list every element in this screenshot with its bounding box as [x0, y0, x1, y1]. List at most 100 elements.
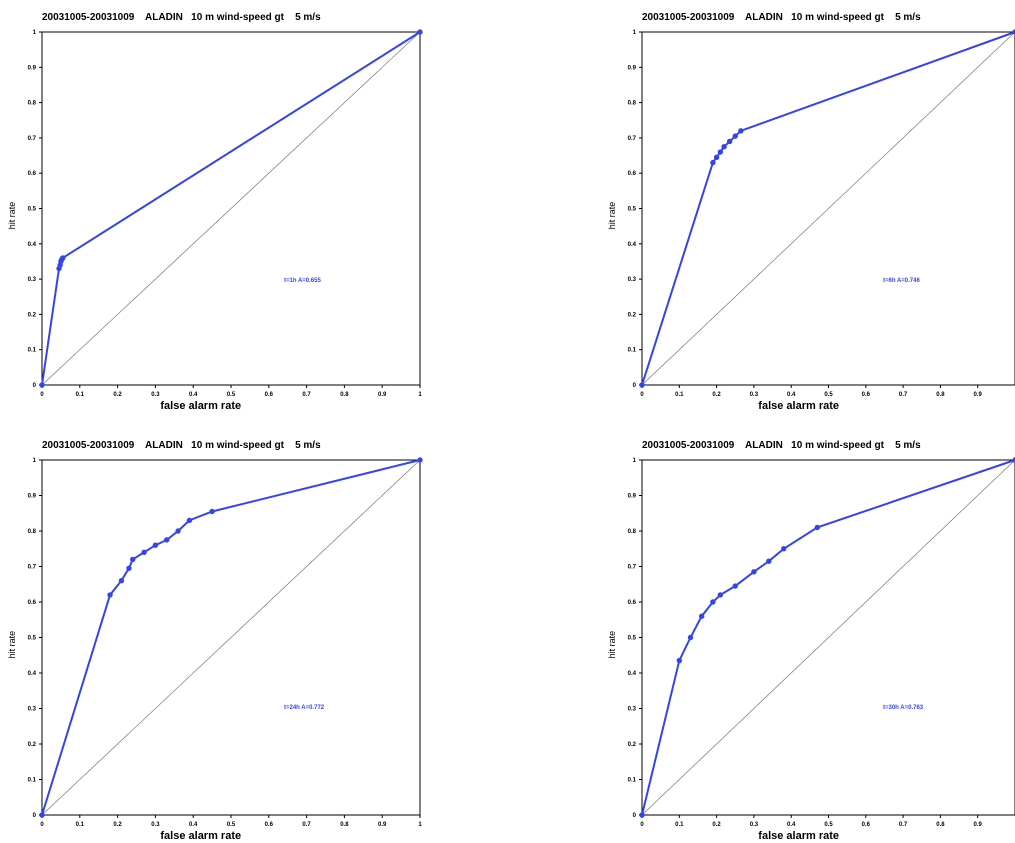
x-tick-label: 0.8: [936, 822, 945, 828]
roc-panel-1: 20031005-20031009 ALADIN 10 m wind-speed…: [0, 0, 430, 420]
roc-point: [107, 592, 113, 598]
x-axis-label: false alarm rate: [160, 400, 241, 412]
x-tick-label: 0.6: [862, 822, 871, 828]
chart-title: 20031005-20031009 ALADIN 10 m wind-speed…: [642, 12, 921, 23]
y-tick-label: 0: [33, 813, 37, 819]
y-tick-label: 0.4: [28, 671, 37, 677]
y-tick-label: 0.4: [628, 671, 637, 677]
x-tick-label: 0.1: [76, 822, 85, 828]
y-tick-label: 0.3: [628, 707, 637, 713]
x-tick-label: 0.2: [712, 822, 721, 828]
y-tick-label: 0.7: [628, 136, 637, 142]
y-axis-label: hit rate: [7, 631, 17, 659]
x-axis-label: false alarm rate: [160, 830, 241, 842]
roc-panel-4: 20031005-20031009 ALADIN 10 m wind-speed…: [600, 428, 1015, 843]
y-tick-label: 0.2: [628, 312, 637, 318]
roc-point: [698, 613, 705, 619]
y-tick-label: 0.1: [28, 348, 37, 354]
roc-point: [164, 537, 170, 543]
y-tick-label: 0.4: [628, 242, 637, 248]
y-tick-label: 0.4: [28, 242, 37, 248]
y-tick-label: 0.5: [628, 207, 637, 213]
roc-point: [710, 599, 716, 605]
roc-point: [721, 144, 727, 150]
roc-point: [732, 133, 738, 139]
x-tick-label: 0.8: [340, 392, 349, 398]
x-tick-label: 0.2: [712, 392, 721, 398]
roc-chart-2: 20031005-20031009 ALADIN 10 m wind-speed…: [607, 12, 1015, 412]
roc-curve-line: [41, 459, 421, 816]
roc-point: [417, 29, 423, 35]
area-annotation: t=6h A=0.746: [883, 278, 920, 284]
y-tick-label: 0.5: [28, 636, 37, 642]
x-tick-label: 0.8: [340, 822, 349, 828]
y-tick-label: 0.1: [628, 778, 637, 784]
y-tick-label: 0.5: [28, 207, 37, 213]
y-tick-label: 0.2: [28, 742, 37, 748]
diagonal-reference-line: [41, 31, 421, 386]
x-tick-label: 0.1: [675, 822, 684, 828]
y-tick-label: 0.7: [628, 565, 637, 571]
area-annotation: t=24h A=0.772: [284, 705, 325, 711]
x-tick-label: 0.5: [227, 822, 236, 828]
chart-title: 20031005-20031009 ALADIN 10 m wind-speed…: [42, 440, 321, 451]
x-tick-label: 0.1: [76, 392, 85, 398]
y-tick-label: 0.8: [628, 529, 637, 535]
roc-point: [676, 657, 683, 664]
roc-point: [687, 634, 694, 641]
y-tick-label: 0.6: [28, 600, 37, 606]
x-tick-label: 0.2: [113, 822, 122, 828]
roc-chart-1: 20031005-20031009 ALADIN 10 m wind-speed…: [7, 12, 423, 412]
area-annotation: t=1h A=0.655: [284, 278, 321, 284]
roc-chart-4: 20031005-20031009 ALADIN 10 m wind-speed…: [607, 440, 1015, 842]
y-tick-label: 1: [33, 458, 37, 464]
roc-point: [60, 255, 66, 261]
roc-point: [781, 546, 787, 552]
roc-point: [209, 508, 215, 515]
y-tick-label: 0.3: [28, 277, 37, 283]
x-tick-label: 0.7: [899, 392, 908, 398]
roc-point: [175, 528, 181, 534]
y-tick-label: 0: [633, 383, 637, 389]
roc-point: [738, 128, 744, 134]
roc-point: [39, 812, 45, 818]
x-tick-label: 0.4: [189, 392, 198, 398]
roc-point: [766, 558, 772, 564]
x-tick-label: 0.3: [151, 392, 160, 398]
y-tick-label: 0.6: [628, 600, 637, 606]
y-tick-label: 0.6: [628, 171, 637, 177]
y-tick-label: 0.2: [628, 742, 637, 748]
x-tick-label: 1: [418, 822, 422, 828]
y-tick-label: 0.3: [28, 707, 37, 713]
x-tick-label: 0.9: [974, 822, 983, 828]
y-tick-label: 0: [633, 813, 637, 819]
x-tick-label: 0.3: [750, 392, 759, 398]
x-tick-label: 0.5: [824, 822, 833, 828]
roc-point: [186, 517, 193, 524]
x-tick-label: 0.3: [750, 822, 759, 828]
x-tick-label: 0.4: [787, 392, 796, 398]
roc-point: [39, 382, 45, 388]
y-tick-label: 0.5: [628, 636, 637, 642]
y-tick-label: 0.9: [628, 494, 637, 500]
area-annotation: t=30h A=0.763: [883, 705, 924, 711]
x-tick-label: 0: [640, 392, 644, 398]
x-tick-label: 0: [40, 392, 44, 398]
roc-point: [713, 154, 720, 161]
y-tick-label: 0.7: [28, 565, 37, 571]
roc-point: [126, 565, 132, 571]
roc-point: [717, 592, 724, 598]
y-tick-label: 0: [33, 383, 37, 389]
x-tick-label: 0.7: [302, 392, 311, 398]
y-tick-label: 1: [633, 458, 637, 464]
y-tick-label: 0.3: [628, 277, 637, 283]
x-tick-label: 0.7: [302, 822, 311, 828]
roc-panel-2: 20031005-20031009 ALADIN 10 m wind-speed…: [600, 0, 1015, 420]
roc-point: [417, 457, 423, 463]
y-axis-label: hit rate: [7, 202, 17, 230]
x-tick-label: 0.5: [824, 392, 833, 398]
x-tick-label: 0.9: [974, 392, 983, 398]
x-tick-label: 1: [418, 392, 422, 398]
roc-chart-3: 20031005-20031009 ALADIN 10 m wind-speed…: [7, 440, 423, 842]
y-tick-label: 0.8: [28, 529, 37, 535]
